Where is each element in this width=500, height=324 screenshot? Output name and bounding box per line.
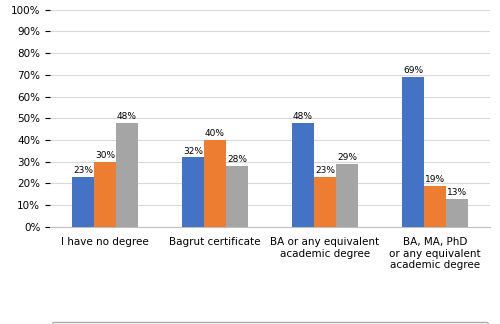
Bar [402,77,424,227]
Text: 48%: 48% [117,112,137,121]
Text: 19%: 19% [425,175,445,184]
Legend: "Very High" or "High" extent, "Medium" extent, "Low" extent and "Not At All": "Very High" or "High" extent, "Medium" e… [52,322,488,324]
Bar [204,140,226,227]
Bar [94,162,116,227]
Text: 23%: 23% [315,166,335,175]
Text: 30%: 30% [95,151,115,160]
Text: 40%: 40% [205,129,225,138]
Bar [424,186,446,227]
Text: 69%: 69% [403,66,423,75]
Bar [72,177,94,227]
Bar [336,164,358,227]
Bar [182,157,204,227]
Bar [314,177,336,227]
Bar [446,199,468,227]
Text: 13%: 13% [447,188,467,197]
Text: 28%: 28% [227,155,247,164]
Bar [116,122,138,227]
Text: 48%: 48% [293,112,313,121]
Bar [226,166,248,227]
Bar [292,122,314,227]
Text: 32%: 32% [183,146,203,156]
Text: 23%: 23% [73,166,93,175]
Text: 29%: 29% [337,153,357,162]
